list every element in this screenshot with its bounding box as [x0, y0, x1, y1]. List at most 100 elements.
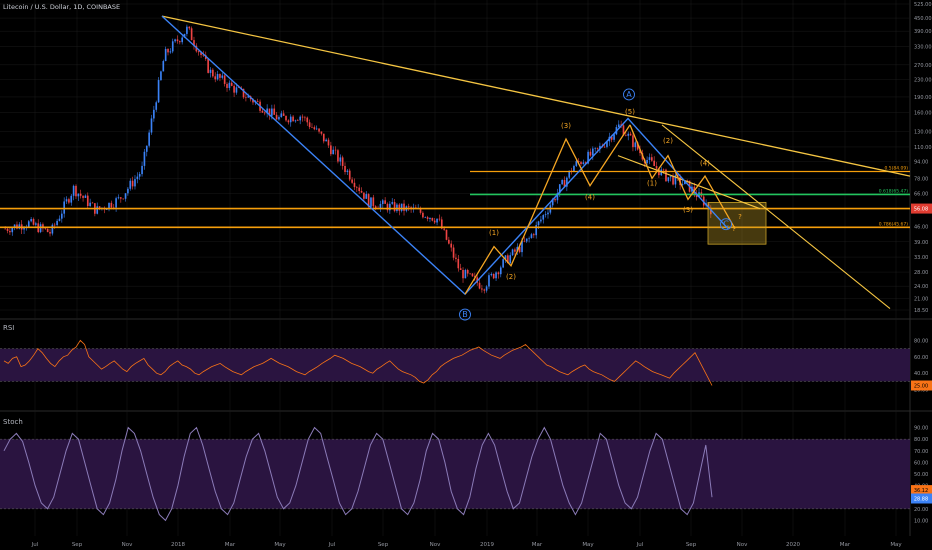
- candle-body: [30, 219, 32, 222]
- candle-body: [148, 132, 150, 146]
- rsi-tick-label: 60.00: [914, 355, 928, 361]
- candle-body: [9, 230, 11, 233]
- candle-body: [245, 97, 247, 98]
- candle-body: [42, 224, 44, 229]
- candle-body: [407, 206, 410, 208]
- candle-body: [56, 220, 58, 226]
- time-tick-label: May: [274, 542, 286, 548]
- time-tick-label: May: [890, 542, 902, 548]
- stoch-last-tag-d: [911, 493, 932, 504]
- candle-body: [577, 161, 580, 163]
- candle-body: [575, 161, 578, 166]
- candle-body: [667, 177, 670, 182]
- candle-body: [523, 240, 526, 242]
- candle-body: [561, 179, 563, 185]
- candle-body: [686, 180, 689, 182]
- candle-body: [150, 118, 153, 133]
- candle-body: [709, 207, 712, 215]
- candle-body: [183, 33, 186, 38]
- wave-label: B: [462, 310, 468, 319]
- candle-body: [138, 174, 141, 177]
- stoch-tick-label: 90.00: [914, 426, 928, 432]
- candle-body: [639, 149, 641, 154]
- candle-body: [252, 99, 254, 103]
- candle-body: [650, 157, 653, 161]
- candle-body: [233, 85, 235, 93]
- candle-body: [443, 228, 445, 230]
- price-tick-label: 525.00: [914, 2, 932, 8]
- candle-body: [669, 176, 672, 178]
- candle-body: [431, 217, 434, 221]
- candle-body: [89, 202, 91, 207]
- candle-body: [532, 234, 535, 236]
- candle-body: [209, 69, 212, 73]
- wave-label: (1): [647, 180, 657, 188]
- candle-body: [223, 75, 226, 84]
- candle-body: [440, 219, 443, 229]
- candle-body: [266, 108, 268, 114]
- candle-body: [304, 117, 306, 119]
- candle-body: [370, 197, 372, 207]
- candle-body: [400, 203, 403, 211]
- candle-body: [450, 243, 453, 248]
- wave-label: (4): [700, 159, 710, 167]
- candle-body: [171, 41, 174, 52]
- time-tick-label: Sep: [686, 542, 697, 548]
- last-price-value: 56.08: [914, 207, 928, 213]
- candle-body: [188, 26, 191, 29]
- candle-body: [436, 218, 438, 223]
- candle-body: [521, 240, 523, 253]
- candle-body: [330, 145, 332, 155]
- stoch-last-value-d: 28.88: [914, 496, 928, 502]
- candle-body: [542, 215, 545, 220]
- candle-body: [469, 273, 471, 275]
- candle-body: [131, 180, 134, 187]
- price-tick-label: 190.00: [914, 95, 932, 101]
- candle-body: [299, 116, 302, 121]
- stoch-line: [3, 426, 713, 522]
- candle-body: [596, 147, 599, 149]
- candle-body: [634, 142, 637, 148]
- candle-body: [117, 197, 120, 199]
- candle-body: [367, 194, 370, 207]
- candle-body: [606, 141, 608, 147]
- candle-body: [157, 80, 160, 103]
- candle-body: [672, 176, 674, 185]
- candle-body: [438, 218, 441, 220]
- candle-body: [471, 273, 474, 277]
- candle-body: [584, 162, 587, 164]
- price-tick-label: 450.00: [914, 16, 932, 22]
- candle-body: [525, 238, 528, 242]
- time-tick-label: 2020: [786, 542, 800, 548]
- candle-body: [287, 120, 290, 123]
- wave-label-circle: [623, 88, 635, 101]
- candle-body: [141, 165, 143, 175]
- time-tick-label: Sep: [72, 542, 83, 548]
- candle-body: [613, 134, 615, 140]
- stoch-tick-label: 20.00: [914, 507, 928, 513]
- candle-body: [136, 176, 139, 180]
- fib-label: 0.786(45.67): [879, 221, 909, 227]
- candle-body: [53, 224, 56, 226]
- target-zone-box: [707, 201, 767, 245]
- candle-body: [181, 37, 184, 43]
- candle-body: [483, 289, 486, 291]
- candle-body: [320, 131, 323, 134]
- candle-body: [346, 170, 349, 173]
- time-tick-label: Nov: [737, 542, 748, 548]
- candle-body: [289, 116, 292, 123]
- stoch-tick-label: 10.00: [914, 518, 928, 524]
- candle-body: [625, 135, 627, 136]
- candle-body: [112, 207, 115, 209]
- candle-body: [488, 275, 490, 287]
- candle-body: [110, 202, 113, 208]
- time-tick-label: Jul: [31, 542, 39, 548]
- candle-body: [558, 184, 561, 194]
- candle-body: [278, 117, 280, 120]
- candle-body: [311, 127, 313, 128]
- price-tick-label: 130.00: [914, 130, 932, 136]
- candle-body: [334, 149, 337, 151]
- candle-body: [646, 160, 648, 164]
- candle-body: [389, 203, 391, 211]
- wave-label: (3): [683, 206, 693, 214]
